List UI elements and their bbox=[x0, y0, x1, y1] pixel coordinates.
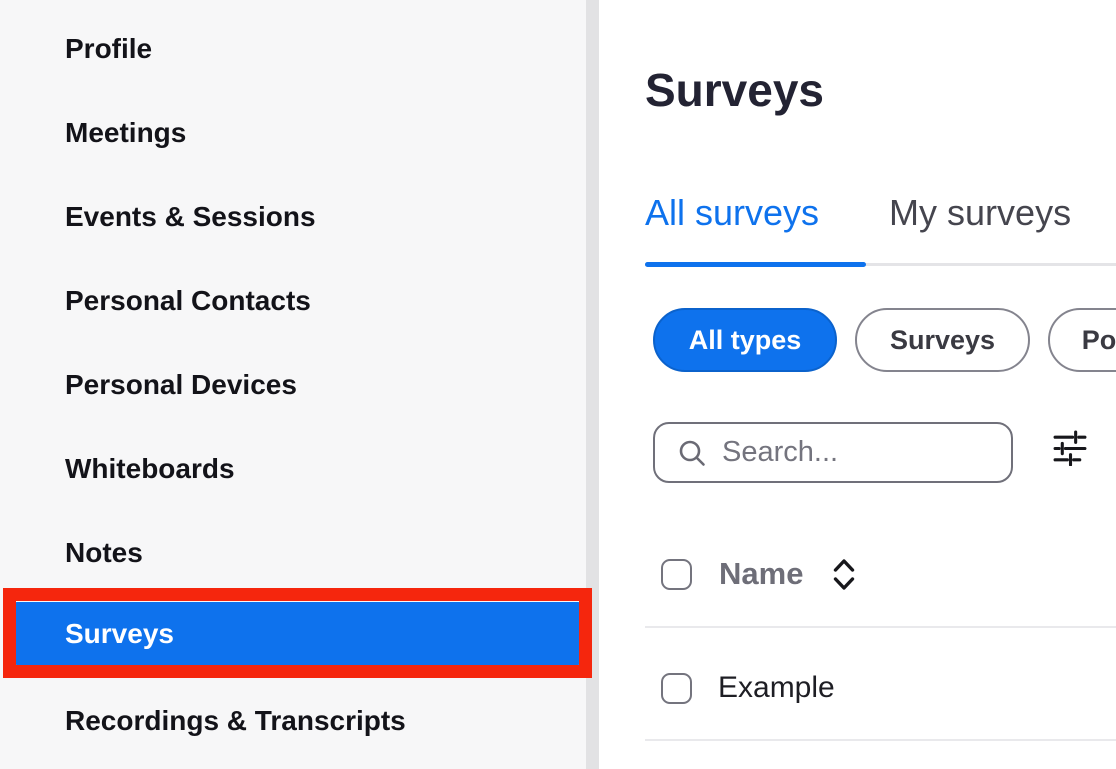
sidebar-item-personal-contacts[interactable]: Personal Contacts bbox=[65, 285, 311, 316]
table-row-example[interactable]: Example bbox=[661, 671, 835, 705]
sidebar-item-notes[interactable]: Notes bbox=[65, 537, 143, 568]
settings-sidebar: Profile Meetings Events & Sessions Perso… bbox=[15, 33, 580, 736]
sidebar-item-profile[interactable]: Profile bbox=[65, 33, 153, 64]
sidebar-item-personal-devices[interactable]: Personal Devices bbox=[65, 369, 297, 400]
tab-all-surveys[interactable]: All surveys bbox=[645, 192, 820, 233]
filter-chip-surveys[interactable]: Surveys bbox=[855, 308, 1030, 372]
sidebar-item-events-sessions[interactable]: Events & Sessions bbox=[65, 201, 316, 232]
sidebar-item-whiteboards[interactable]: Whiteboards bbox=[65, 453, 235, 484]
select-all-checkbox[interactable] bbox=[661, 558, 692, 590]
active-tab-underline bbox=[645, 262, 866, 267]
sidebar-item-meetings[interactable]: Meetings bbox=[65, 117, 187, 148]
sidebar-item-surveys[interactable]: Surveys bbox=[15, 602, 580, 665]
search-icon bbox=[677, 438, 707, 468]
column-header-name[interactable]: Name bbox=[719, 556, 804, 591]
row-checkbox[interactable] bbox=[661, 672, 692, 704]
filter-chip-all-types[interactable]: All types bbox=[653, 308, 837, 372]
row-divider bbox=[645, 626, 1116, 628]
row-divider bbox=[645, 739, 1116, 741]
tab-bar-track bbox=[645, 263, 1116, 266]
sidebar-item-recordings-transcripts[interactable]: Recordings & Transcripts bbox=[65, 705, 406, 736]
page-title: Surveys bbox=[645, 64, 825, 116]
sidebar-content-divider bbox=[586, 0, 599, 769]
filter-sliders-icon bbox=[1052, 430, 1088, 466]
search-field[interactable] bbox=[653, 422, 1013, 483]
surveys-page: Surveys All surveys My surveys All types… bbox=[599, 0, 1116, 769]
survey-name[interactable]: Example bbox=[718, 671, 835, 704]
table-header: Name bbox=[661, 556, 856, 592]
tab-my-surveys[interactable]: My surveys bbox=[889, 192, 1072, 233]
sort-carets-icon[interactable] bbox=[832, 557, 856, 592]
search-input[interactable] bbox=[722, 436, 993, 469]
filter-options-button[interactable] bbox=[1050, 428, 1090, 468]
surveys-tabs: All surveys My surveys bbox=[645, 192, 1071, 234]
filter-chip-polls[interactable]: Polls bbox=[1048, 308, 1116, 372]
